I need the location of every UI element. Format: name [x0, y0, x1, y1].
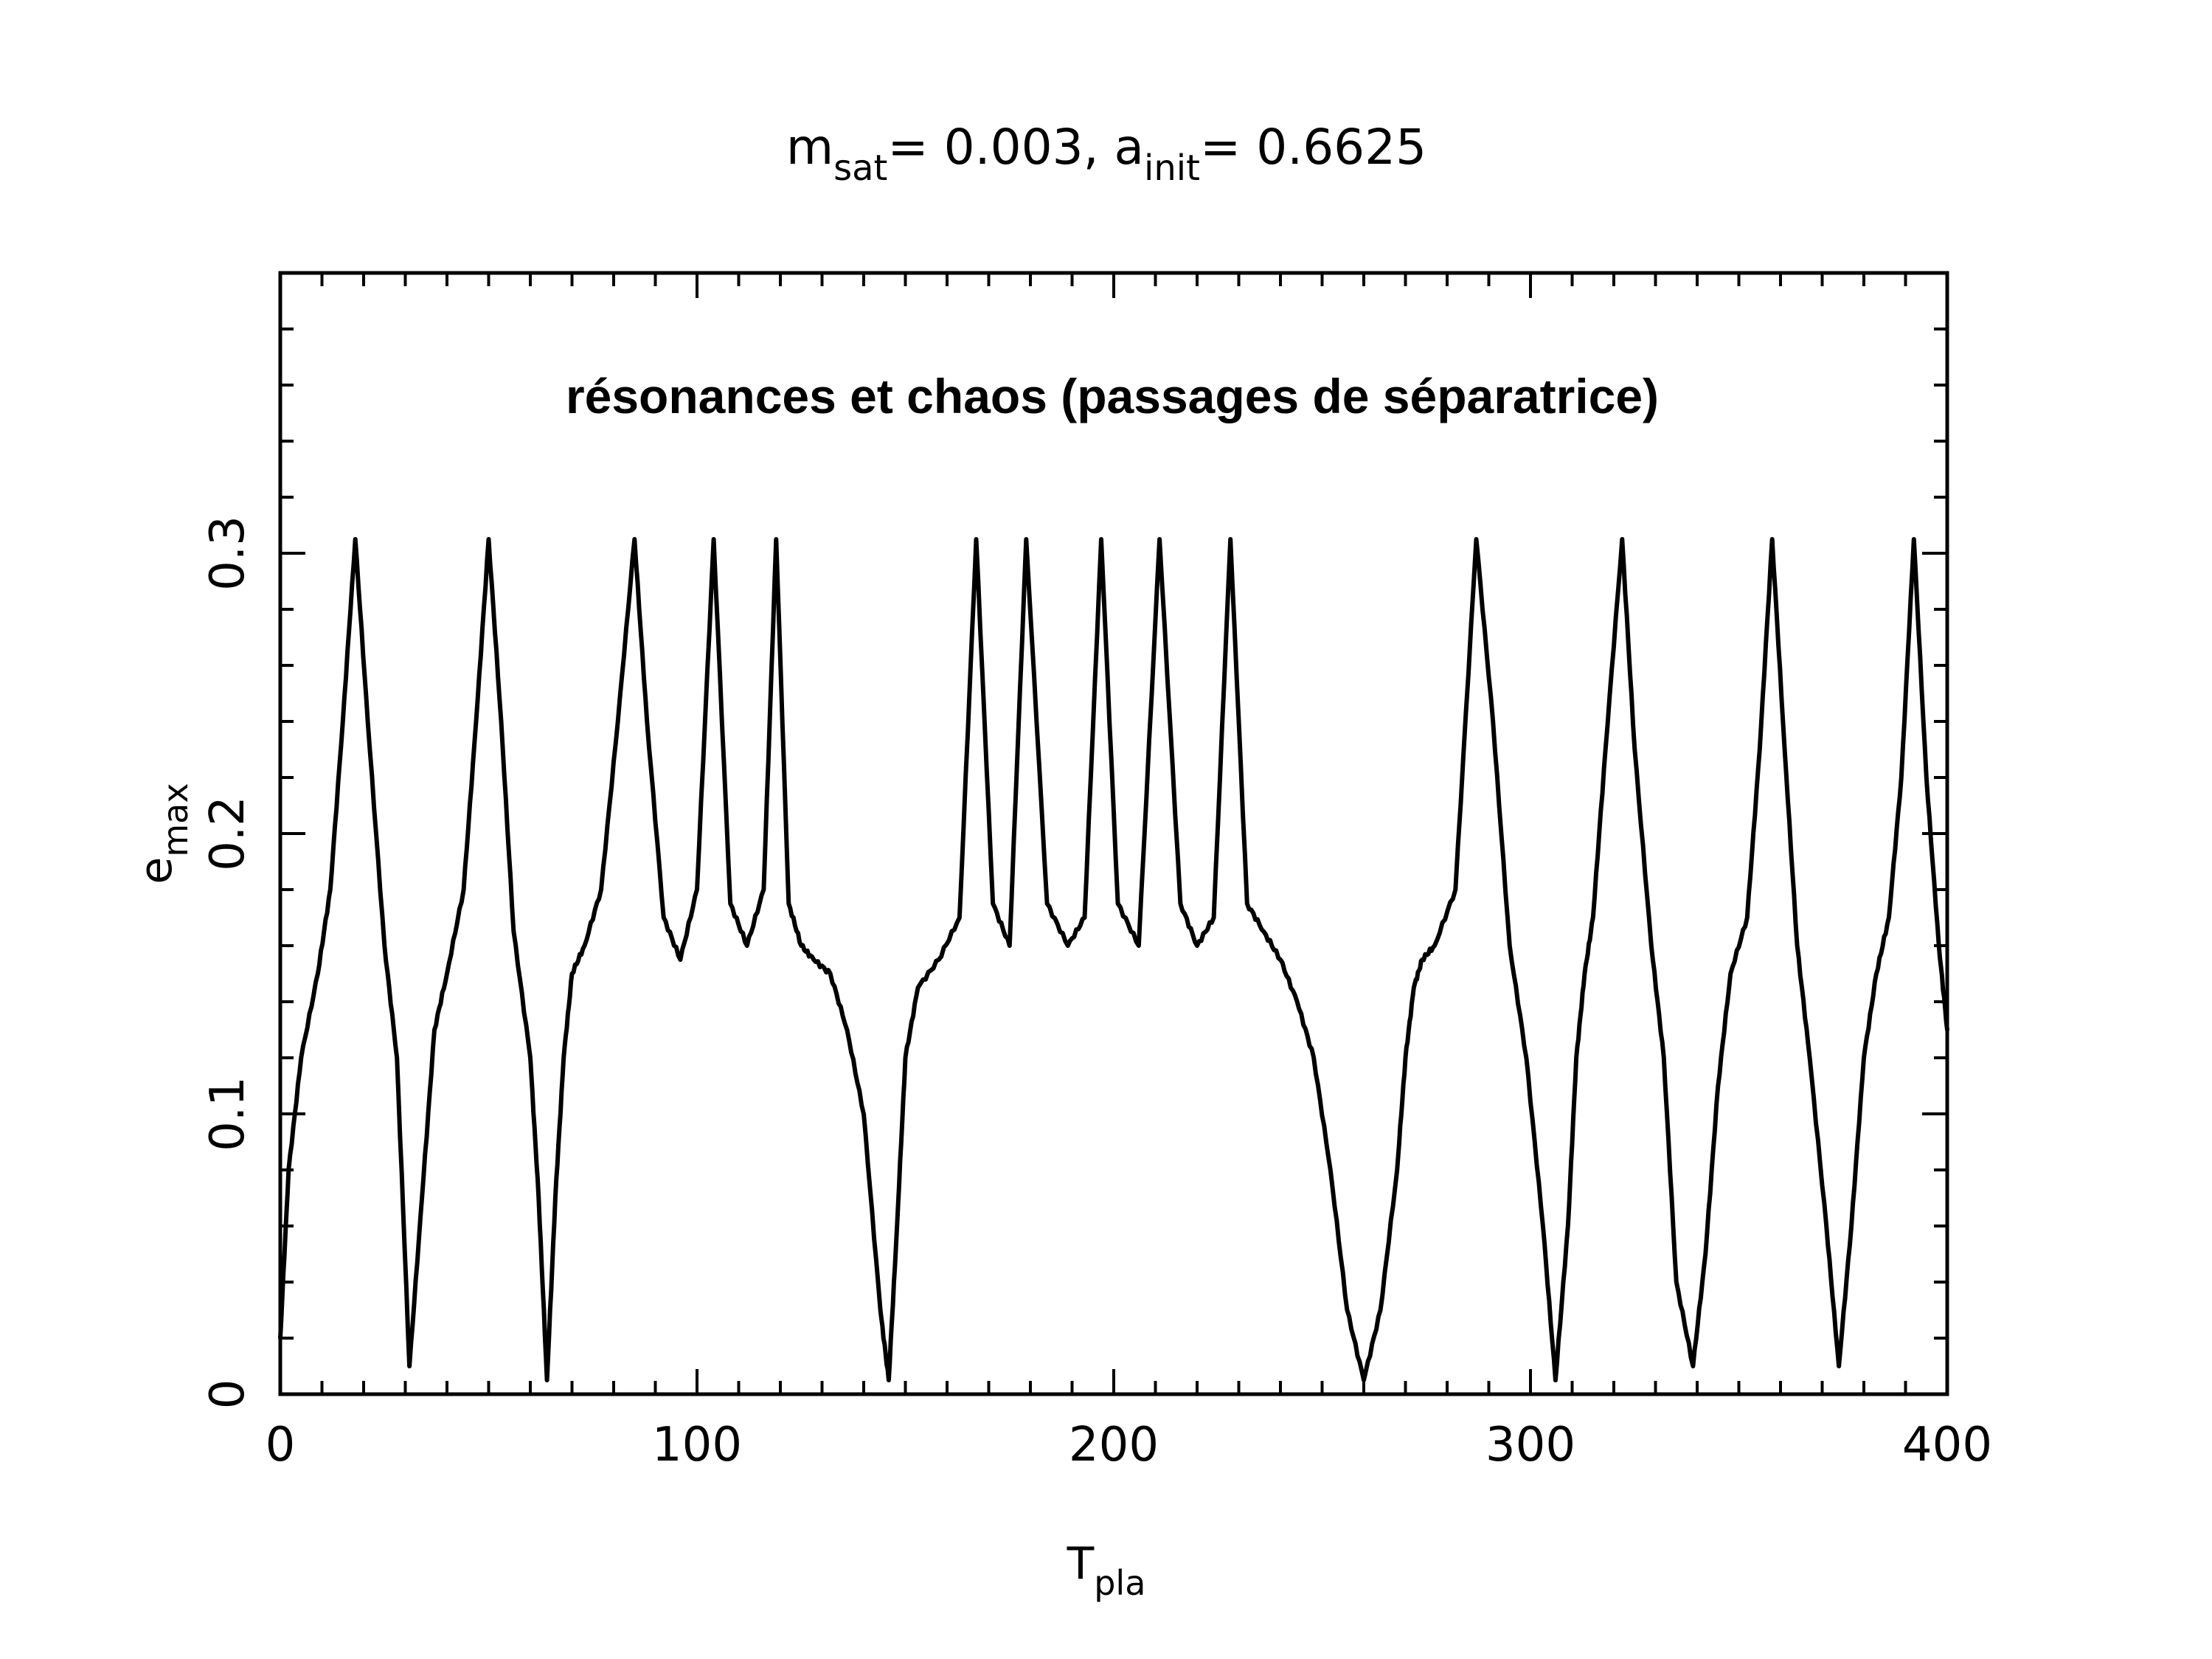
y-tick-label: 0.2: [201, 796, 255, 871]
title-part: sat: [833, 148, 887, 189]
x-tick-label: 100: [652, 1418, 742, 1472]
y-tick-label: 0.1: [201, 1076, 255, 1151]
title-part: = 0.003, a: [887, 119, 1144, 176]
label-main: T: [1067, 1538, 1095, 1590]
axis-tick-labels: 0 100 200 300 400 0 0.1 0.2 0.3: [201, 516, 1992, 1472]
y-axis-label: emax: [131, 783, 195, 884]
label-sub: pla: [1094, 1563, 1145, 1603]
x-axis-label: Tpla: [1067, 1538, 1146, 1603]
title-part: init: [1144, 148, 1200, 189]
title-part: = 0.6625: [1200, 119, 1426, 176]
label-main: e: [131, 857, 182, 884]
x-tick-label: 200: [1069, 1418, 1159, 1472]
x-tick-label: 300: [1485, 1418, 1575, 1472]
series-line: [278, 537, 1949, 1382]
x-tick-label: 0: [266, 1418, 296, 1472]
chart-annotation: résonances et chaos (passages de séparat…: [566, 369, 1659, 423]
axis-ticks: [279, 271, 1949, 1396]
title-part: m: [786, 119, 833, 176]
label-sub: max: [156, 783, 195, 856]
y-tick-label: 0: [201, 1379, 255, 1410]
chart-title: msat= 0.003, ainit= 0.6625: [786, 119, 1426, 189]
y-tick-label: 0.3: [201, 516, 255, 591]
x-tick-label: 400: [1902, 1418, 1992, 1472]
